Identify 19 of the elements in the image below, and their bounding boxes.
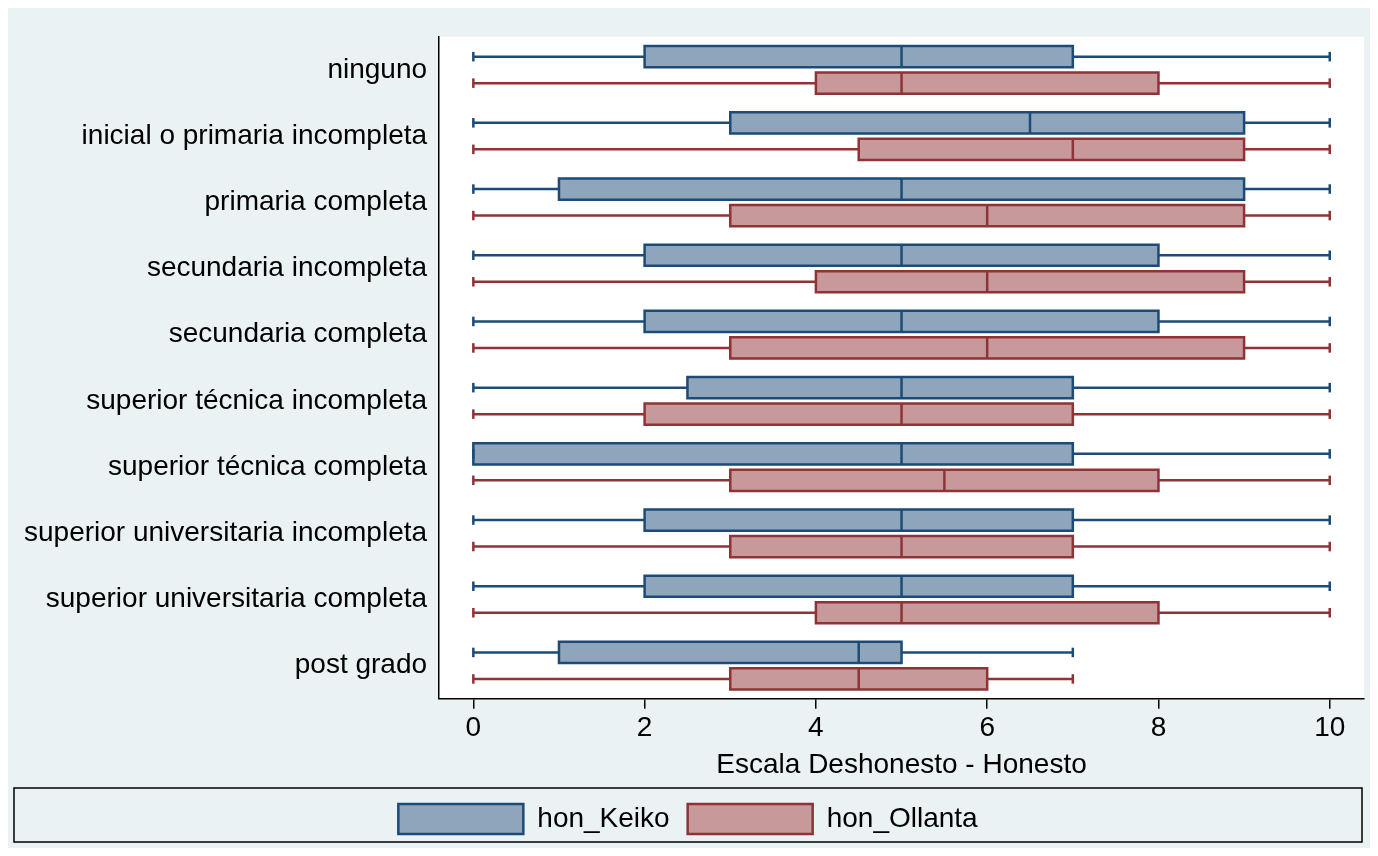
x-tick-label: 0 xyxy=(465,711,482,743)
y-tick-label: post grado xyxy=(294,648,428,680)
legend-label: hon_Keiko xyxy=(537,801,670,833)
y-tick-label: superior técnica completa xyxy=(108,449,428,481)
x-axis-title: Escala Deshonesto - Honesto xyxy=(716,747,1087,779)
x-tick-label: 8 xyxy=(1150,711,1167,743)
y-tick-label: secundaria incompleta xyxy=(146,251,428,283)
legend-label: hon_Ollanta xyxy=(826,801,979,833)
x-tick-label: 6 xyxy=(979,711,995,743)
y-tick-label: inicial o primaria incompleta xyxy=(81,118,428,150)
y-tick-label: ninguno xyxy=(327,52,428,84)
y-tick-label: superior universitaria incompleta xyxy=(24,516,428,548)
y-tick-label: primaria completa xyxy=(204,185,428,217)
y-tick-label: superior técnica incompleta xyxy=(86,383,428,415)
y-tick-label: secundaria completa xyxy=(168,317,428,349)
x-tick-label: 10 xyxy=(1314,711,1346,743)
x-tick-label: 4 xyxy=(808,711,824,743)
x-tick-label: 2 xyxy=(636,711,653,743)
y-tick-label: superior universitaria completa xyxy=(45,582,428,614)
